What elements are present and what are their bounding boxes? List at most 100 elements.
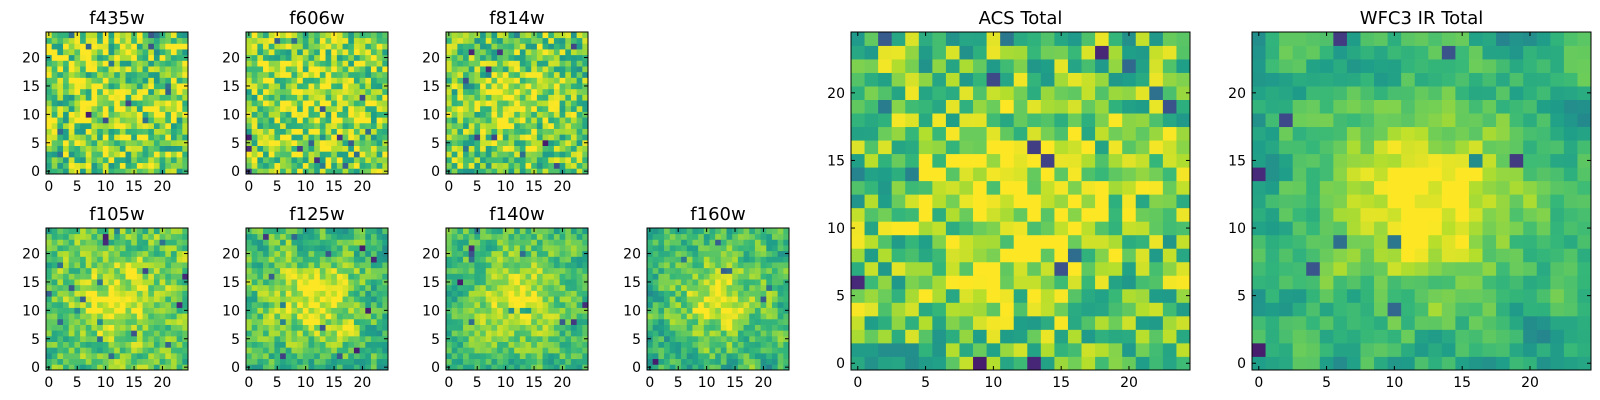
heatmap-cell bbox=[165, 100, 172, 107]
heatmap-cell bbox=[497, 111, 504, 118]
heatmap-cell bbox=[268, 162, 275, 169]
heatmap-cell bbox=[457, 88, 464, 95]
heatmap-cell bbox=[336, 352, 343, 360]
heatmap-cell bbox=[51, 267, 58, 274]
heatmap-cell bbox=[159, 358, 166, 365]
heatmap-cell bbox=[570, 60, 578, 67]
heatmap-cell bbox=[973, 329, 987, 344]
heatmap-cell bbox=[542, 233, 549, 240]
heatmap-cell bbox=[675, 273, 682, 280]
heatmap-cell bbox=[74, 284, 81, 291]
heatmap-cell bbox=[263, 364, 270, 371]
heatmap-cell bbox=[325, 37, 332, 44]
heatmap-cell bbox=[1081, 288, 1096, 303]
heatmap-cell bbox=[905, 221, 920, 236]
heatmap-cell bbox=[102, 296, 109, 303]
heatmap-cell bbox=[783, 273, 790, 280]
heatmap-cell bbox=[932, 329, 947, 344]
heatmap-cell bbox=[542, 256, 549, 263]
heatmap-cell bbox=[570, 324, 578, 331]
heatmap-cell bbox=[771, 256, 779, 263]
heatmap-cell bbox=[353, 145, 360, 152]
heatmap-cell bbox=[446, 273, 453, 280]
heatmap-cell bbox=[851, 356, 865, 371]
heatmap-cell bbox=[148, 134, 155, 141]
heatmap-cell bbox=[46, 156, 53, 164]
heatmap-cell bbox=[1067, 275, 1082, 290]
heatmap-cell bbox=[353, 335, 360, 342]
heatmap-cell bbox=[771, 250, 779, 257]
heatmap-cell bbox=[85, 105, 92, 112]
heatmap-cell bbox=[308, 324, 315, 331]
heatmap-cell bbox=[531, 77, 538, 84]
heatmap-cell bbox=[68, 145, 75, 152]
heatmap-cell bbox=[715, 358, 722, 365]
heatmap-cell bbox=[159, 347, 166, 354]
heatmap-cell bbox=[46, 301, 53, 308]
heatmap-cell bbox=[57, 233, 64, 240]
heatmap-cell bbox=[754, 296, 761, 303]
heatmap-cell bbox=[536, 134, 543, 141]
heatmap-cell bbox=[720, 245, 727, 252]
heatmap-cell bbox=[359, 145, 366, 152]
heatmap-cell bbox=[553, 273, 560, 280]
heatmap-cell bbox=[80, 66, 87, 73]
heatmap-cell bbox=[268, 273, 275, 280]
heatmap-cell bbox=[257, 117, 264, 124]
heatmap-cell bbox=[325, 151, 332, 158]
heatmap-cell bbox=[1162, 207, 1177, 222]
heatmap-cell bbox=[131, 341, 138, 348]
heatmap-cell bbox=[497, 284, 504, 291]
heatmap-cell bbox=[652, 358, 659, 365]
heatmap-cell bbox=[514, 111, 521, 118]
heatmap-cell bbox=[525, 245, 532, 252]
heatmap-cell bbox=[80, 256, 87, 263]
heatmap-cell bbox=[777, 250, 784, 257]
heatmap-cell bbox=[285, 262, 292, 269]
heatmap-cell bbox=[376, 88, 383, 95]
heatmap-cell bbox=[531, 60, 538, 67]
heatmap-cell bbox=[1162, 342, 1177, 357]
heatmap-cell bbox=[331, 83, 338, 90]
heatmap-cell bbox=[297, 71, 304, 78]
heatmap-cell bbox=[468, 262, 475, 269]
heatmap-cell bbox=[451, 330, 458, 337]
heatmap-cell bbox=[559, 318, 566, 325]
heatmap-cell bbox=[119, 307, 126, 314]
heatmap-cell bbox=[542, 168, 549, 175]
heatmap-cell bbox=[142, 105, 149, 112]
heatmap-cell bbox=[148, 307, 155, 314]
heatmap-cell bbox=[565, 296, 572, 303]
heatmap-cell bbox=[246, 245, 253, 252]
heatmap-cell bbox=[732, 250, 739, 257]
heatmap-cell bbox=[85, 273, 92, 280]
heatmap-cell bbox=[251, 335, 258, 342]
heatmap-cell bbox=[726, 301, 733, 308]
heatmap-cell bbox=[777, 352, 784, 360]
heatmap-cell bbox=[365, 296, 372, 303]
heatmap-cell bbox=[291, 279, 298, 286]
heatmap-cell bbox=[68, 341, 75, 348]
heatmap-cell bbox=[136, 335, 143, 342]
heatmap-cell bbox=[176, 352, 183, 360]
heatmap-cell bbox=[51, 168, 58, 175]
heatmap-cell bbox=[1149, 248, 1164, 263]
heatmap-cell bbox=[297, 43, 304, 50]
heatmap-cell bbox=[658, 279, 665, 286]
heatmap-cell bbox=[97, 105, 104, 112]
heatmap-cell bbox=[502, 279, 509, 286]
heatmap-cell bbox=[91, 352, 98, 360]
heatmap-cell bbox=[519, 364, 526, 371]
heatmap-cell bbox=[353, 71, 360, 78]
heatmap-cell bbox=[548, 347, 555, 354]
heatmap-cell bbox=[280, 341, 287, 348]
heatmap-cell bbox=[1135, 342, 1150, 357]
heatmap-cell bbox=[1176, 207, 1191, 222]
heatmap-cell bbox=[749, 262, 756, 269]
heatmap-cell bbox=[525, 162, 532, 169]
heatmap-cell bbox=[159, 43, 166, 50]
heatmap-cell bbox=[497, 134, 504, 141]
x-tick-label: 0 bbox=[444, 179, 453, 195]
